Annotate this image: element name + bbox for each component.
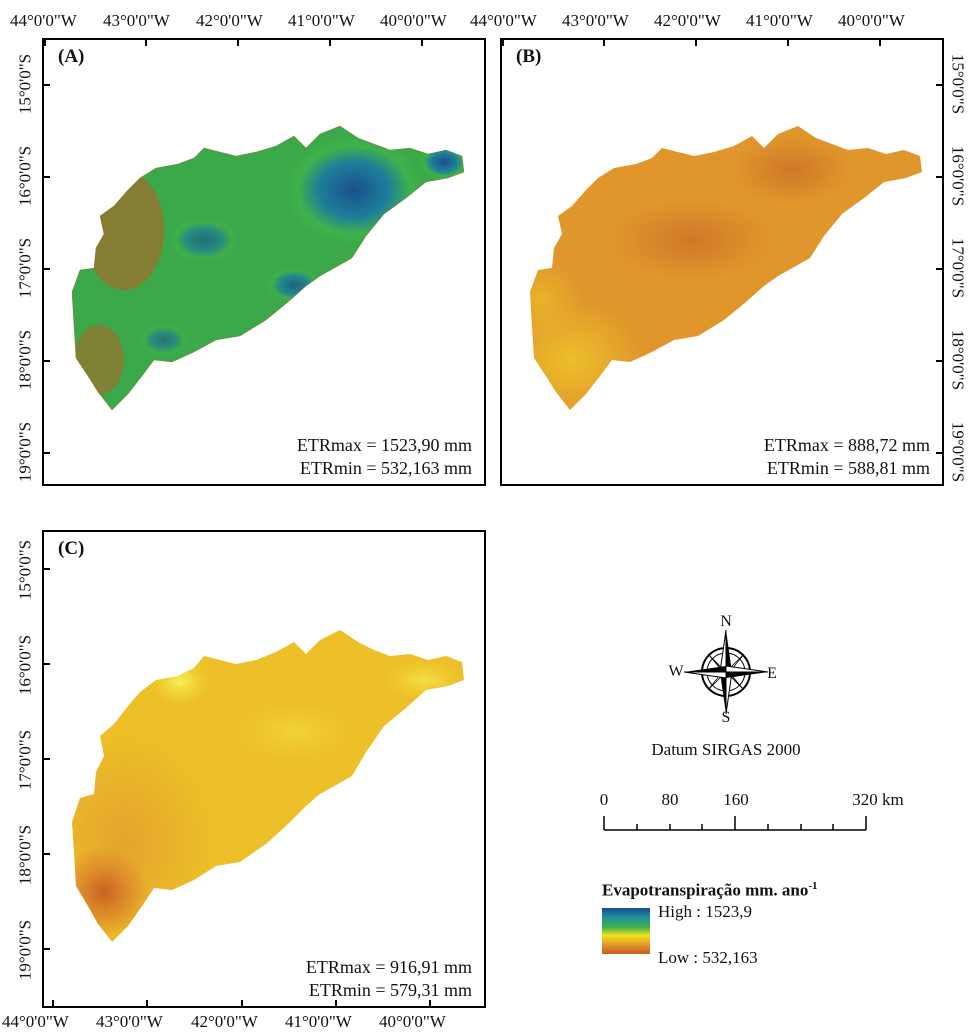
etr-min: ETRmin = 579,31 mm [308, 980, 472, 1000]
frame-tick [241, 1000, 243, 1008]
lon-tick-label: 44°0'0"W [10, 11, 77, 30]
panel-label: (A) [58, 46, 85, 67]
lon-tick-label: 40°0'0"W [838, 11, 905, 30]
etr-max: ETRmax = 916,91 mm [305, 957, 472, 977]
lat-tick-label: 17°0'0"S [15, 729, 35, 791]
frame-tick [936, 360, 944, 362]
compass-rose-icon [683, 629, 769, 715]
lat-tick-label: 19°0'0"S [15, 919, 35, 981]
scale-bar-graphic [603, 816, 867, 831]
frame-tick [879, 38, 881, 46]
lat-tick-label: 15°0'0"S [15, 53, 35, 115]
frame-tick [42, 268, 50, 270]
frame-tick [42, 568, 50, 570]
lat-tick-label: 15°0'0"S [15, 539, 35, 601]
map-b-raster [530, 126, 922, 410]
frame-tick [429, 1000, 431, 1008]
lon-tick-label: 43°0'0"W [96, 1012, 163, 1031]
etr-min: ETRmin = 532,163 mm [299, 458, 472, 478]
map-c-raster [72, 630, 464, 942]
frame-tick [787, 38, 789, 46]
lon-tick-label: 44°0'0"W [2, 1012, 69, 1031]
legend-high: High : 1523,9 [658, 902, 752, 921]
datum-label: Datum SIRGAS 2000 [651, 740, 801, 759]
frame-tick [42, 758, 50, 760]
compass-west: W [668, 663, 684, 680]
frame-tick [329, 38, 331, 46]
frame-tick [42, 452, 50, 454]
compass-east: E [767, 665, 777, 682]
legend-title: Evapotranspiração mm. ano-1 [602, 880, 818, 901]
frame-tick [936, 176, 944, 178]
map-panel-c: (C) ETRmax = 916,91 mm ETRmin = 579,31 m… [42, 530, 486, 1008]
frame-tick [936, 452, 944, 454]
frame-tick [42, 853, 50, 855]
panel-label: (B) [516, 46, 542, 67]
lon-tick-label: 41°0'0"W [288, 11, 355, 30]
lon-tick-label: 42°0'0"W [191, 1012, 258, 1031]
legend-color-ramp [602, 908, 650, 954]
frame-tick [44, 38, 46, 46]
etr-min: ETRmin = 588,81 mm [766, 458, 930, 478]
frame-tick [42, 948, 50, 950]
lon-tick-label: 43°0'0"W [103, 11, 170, 30]
map-a-raster [71, 125, 465, 411]
frame-tick [42, 360, 50, 362]
map-panel-a: (A) ETRmax = 1523,90 mm ETRmin = 532,163… [42, 38, 486, 486]
lat-tick-label: 19°0'0"S [948, 421, 968, 483]
etr-stats: ETRmax = 1523,90 mm ETRmin = 532,163 mm [297, 434, 472, 480]
compass-rose: N S W E [668, 612, 777, 726]
scale-bar: 0 80 160 320 km [590, 790, 904, 840]
etr-stats: ETRmax = 888,72 mm ETRmin = 588,81 mm [764, 434, 930, 480]
scale-label: 160 [723, 790, 749, 809]
lon-tick-label: 40°0'0"W [380, 11, 447, 30]
lat-tick-label: 18°0'0"S [15, 824, 35, 886]
lon-tick-label: 41°0'0"W [285, 1012, 352, 1031]
lat-tick-label: 18°0'0"S [948, 329, 968, 391]
frame-tick [52, 1000, 54, 1008]
frame-tick [603, 38, 605, 46]
scale-label: 0 [599, 790, 609, 809]
frame-tick [421, 38, 423, 46]
legend-title-exponent: -1 [808, 880, 818, 892]
frame-tick [146, 1000, 148, 1008]
frame-tick [42, 84, 50, 86]
frame-tick [145, 38, 147, 46]
lat-tick-label: 16°0'0"S [15, 145, 35, 207]
lat-tick-label: 19°0'0"S [15, 421, 35, 483]
lon-tick-label: 42°0'0"W [196, 11, 263, 30]
lon-tick-label: 44°0'0"W [470, 11, 537, 30]
lon-tick-label: 42°0'0"W [654, 11, 721, 30]
compass-south: S [721, 709, 731, 726]
legend-title-text: Evapotranspiração mm. ano [602, 880, 809, 900]
lon-tick-label: 41°0'0"W [746, 11, 813, 30]
frame-tick [42, 663, 50, 665]
etr-stats: ETRmax = 916,91 mm ETRmin = 579,31 mm [306, 956, 472, 1002]
lon-tick-label: 40°0'0"W [379, 1012, 446, 1031]
frame-tick [502, 38, 504, 46]
lat-tick-label: 17°0'0"S [948, 237, 968, 299]
etr-max: ETRmax = 1523,90 mm [296, 435, 472, 455]
compass-north: N [720, 613, 732, 630]
scale-label: 80 [661, 790, 679, 809]
scale-label: 320 km [852, 790, 904, 809]
frame-tick [335, 1000, 337, 1008]
frame-tick [695, 38, 697, 46]
lat-tick-label: 18°0'0"S [15, 329, 35, 391]
frame-tick [936, 268, 944, 270]
lat-tick-label: 16°0'0"S [948, 145, 968, 207]
panel-label: (C) [58, 538, 85, 559]
frame-tick [936, 84, 944, 86]
lat-tick-label: 17°0'0"S [15, 237, 35, 299]
lon-tick-label: 43°0'0"W [562, 11, 629, 30]
frame-tick [237, 38, 239, 46]
etr-max: ETRmax = 888,72 mm [763, 435, 930, 455]
lat-tick-label: 15°0'0"S [948, 53, 968, 115]
frame-tick [42, 176, 50, 178]
map-panel-b: (B) ETRmax = 888,72 mm ETRmin = 588,81 m… [500, 38, 944, 486]
legend-low: Low : 532,163 [658, 948, 758, 967]
lat-tick-label: 16°0'0"S [15, 634, 35, 696]
legend: Evapotranspiração mm. ano-1 High : 1523,… [602, 880, 942, 970]
